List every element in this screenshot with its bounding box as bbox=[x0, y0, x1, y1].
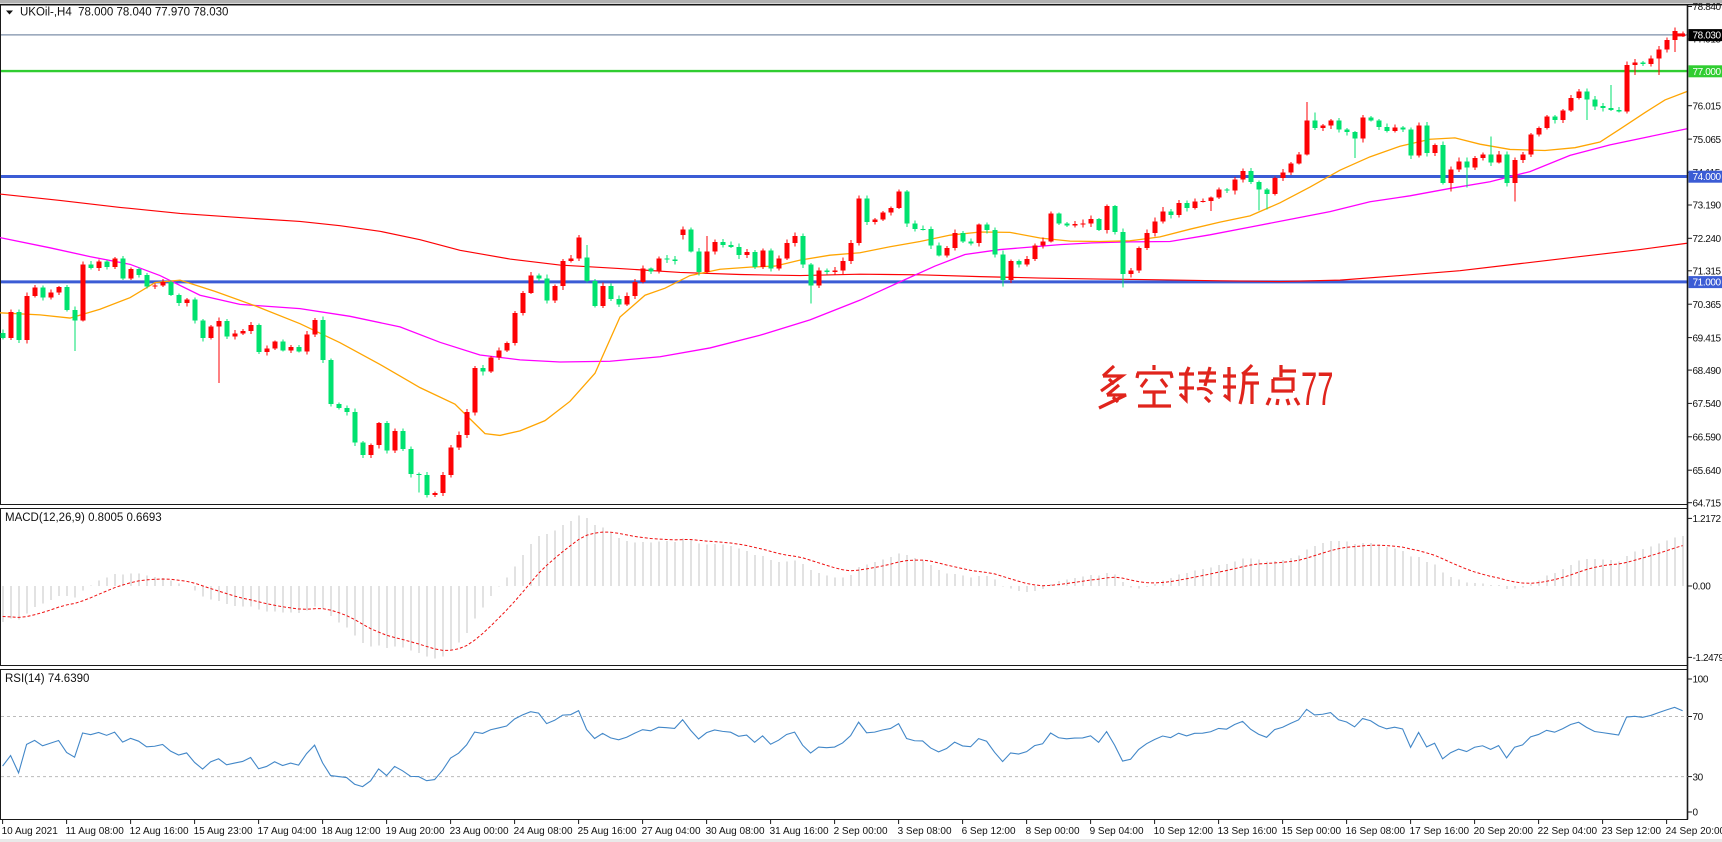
svg-text:3 Sep 08:00: 3 Sep 08:00 bbox=[898, 826, 952, 837]
svg-text:0.00: 0.00 bbox=[1693, 582, 1712, 593]
svg-text:24 Aug 08:00: 24 Aug 08:00 bbox=[514, 826, 573, 837]
svg-text:68.490: 68.490 bbox=[1693, 366, 1722, 377]
svg-text:22 Sep 04:00: 22 Sep 04:00 bbox=[1538, 826, 1598, 837]
svg-text:100: 100 bbox=[1693, 675, 1709, 686]
svg-text:71.000: 71.000 bbox=[1693, 278, 1722, 289]
svg-text:20 Sep 20:00: 20 Sep 20:00 bbox=[1474, 826, 1534, 837]
svg-text:65.640: 65.640 bbox=[1693, 466, 1722, 477]
svg-text:1.2172: 1.2172 bbox=[1693, 514, 1722, 525]
svg-text:70: 70 bbox=[1693, 712, 1704, 723]
svg-text:2 Sep 00:00: 2 Sep 00:00 bbox=[834, 826, 888, 837]
svg-text:75.065: 75.065 bbox=[1693, 135, 1722, 146]
svg-text:30 Aug 08:00: 30 Aug 08:00 bbox=[706, 826, 765, 837]
svg-text:6 Sep 12:00: 6 Sep 12:00 bbox=[962, 826, 1016, 837]
svg-text:66.590: 66.590 bbox=[1693, 433, 1722, 444]
svg-text:74.000: 74.000 bbox=[1693, 172, 1722, 183]
svg-text:9 Sep 04:00: 9 Sep 04:00 bbox=[1090, 826, 1144, 837]
svg-text:78.840: 78.840 bbox=[1693, 2, 1722, 13]
svg-text:RSI(14) 74.6390: RSI(14) 74.6390 bbox=[5, 673, 89, 685]
svg-text:71.315: 71.315 bbox=[1693, 267, 1722, 278]
svg-text:19 Aug 20:00: 19 Aug 20:00 bbox=[386, 826, 445, 837]
svg-text:15 Aug 23:00: 15 Aug 23:00 bbox=[194, 826, 253, 837]
svg-text:77.000: 77.000 bbox=[1693, 67, 1722, 78]
svg-text:0: 0 bbox=[1693, 808, 1699, 819]
svg-text:77: 77 bbox=[1301, 364, 1333, 416]
svg-text:10 Aug 2021: 10 Aug 2021 bbox=[2, 826, 59, 837]
svg-text:27 Aug 04:00: 27 Aug 04:00 bbox=[642, 826, 701, 837]
svg-text:23 Sep 12:00: 23 Sep 12:00 bbox=[1602, 826, 1662, 837]
svg-text:10 Sep 12:00: 10 Sep 12:00 bbox=[1154, 826, 1214, 837]
svg-text:18 Aug 12:00: 18 Aug 12:00 bbox=[322, 826, 381, 837]
svg-text:31 Aug 16:00: 31 Aug 16:00 bbox=[770, 826, 829, 837]
svg-text:76.015: 76.015 bbox=[1693, 101, 1722, 112]
svg-text:15 Sep 00:00: 15 Sep 00:00 bbox=[1282, 826, 1342, 837]
svg-text:17 Sep 16:00: 17 Sep 16:00 bbox=[1410, 826, 1470, 837]
svg-text:67.540: 67.540 bbox=[1693, 399, 1722, 410]
svg-text:73.190: 73.190 bbox=[1693, 201, 1722, 212]
svg-text:24 Sep 20:00: 24 Sep 20:00 bbox=[1666, 826, 1722, 837]
svg-text:16 Sep 08:00: 16 Sep 08:00 bbox=[1346, 826, 1406, 837]
svg-text:13 Sep 16:00: 13 Sep 16:00 bbox=[1218, 826, 1278, 837]
svg-text:70.365: 70.365 bbox=[1693, 300, 1722, 311]
svg-text:23 Aug 00:00: 23 Aug 00:00 bbox=[450, 826, 509, 837]
svg-text:30: 30 bbox=[1693, 772, 1704, 783]
svg-text:11 Aug 08:00: 11 Aug 08:00 bbox=[66, 826, 125, 837]
svg-text:UKOil-,H4 78.000 78.040 77.97: UKOil-,H4 78.000 78.040 77.970 78.030 bbox=[20, 7, 228, 19]
svg-text:17 Aug 04:00: 17 Aug 04:00 bbox=[258, 826, 317, 837]
svg-text:-1.2479: -1.2479 bbox=[1693, 653, 1722, 664]
svg-text:78.030: 78.030 bbox=[1693, 31, 1722, 42]
svg-text:72.240: 72.240 bbox=[1693, 234, 1722, 245]
svg-text:MACD(12,26,9) 0.8005 0.6693: MACD(12,26,9) 0.8005 0.6693 bbox=[5, 512, 162, 524]
svg-text:69.415: 69.415 bbox=[1693, 333, 1722, 344]
svg-text:12 Aug 16:00: 12 Aug 16:00 bbox=[130, 826, 189, 837]
svg-text:25 Aug 16:00: 25 Aug 16:00 bbox=[578, 826, 637, 837]
svg-text:8 Sep 00:00: 8 Sep 00:00 bbox=[1026, 826, 1080, 837]
svg-text:64.715: 64.715 bbox=[1693, 498, 1722, 509]
